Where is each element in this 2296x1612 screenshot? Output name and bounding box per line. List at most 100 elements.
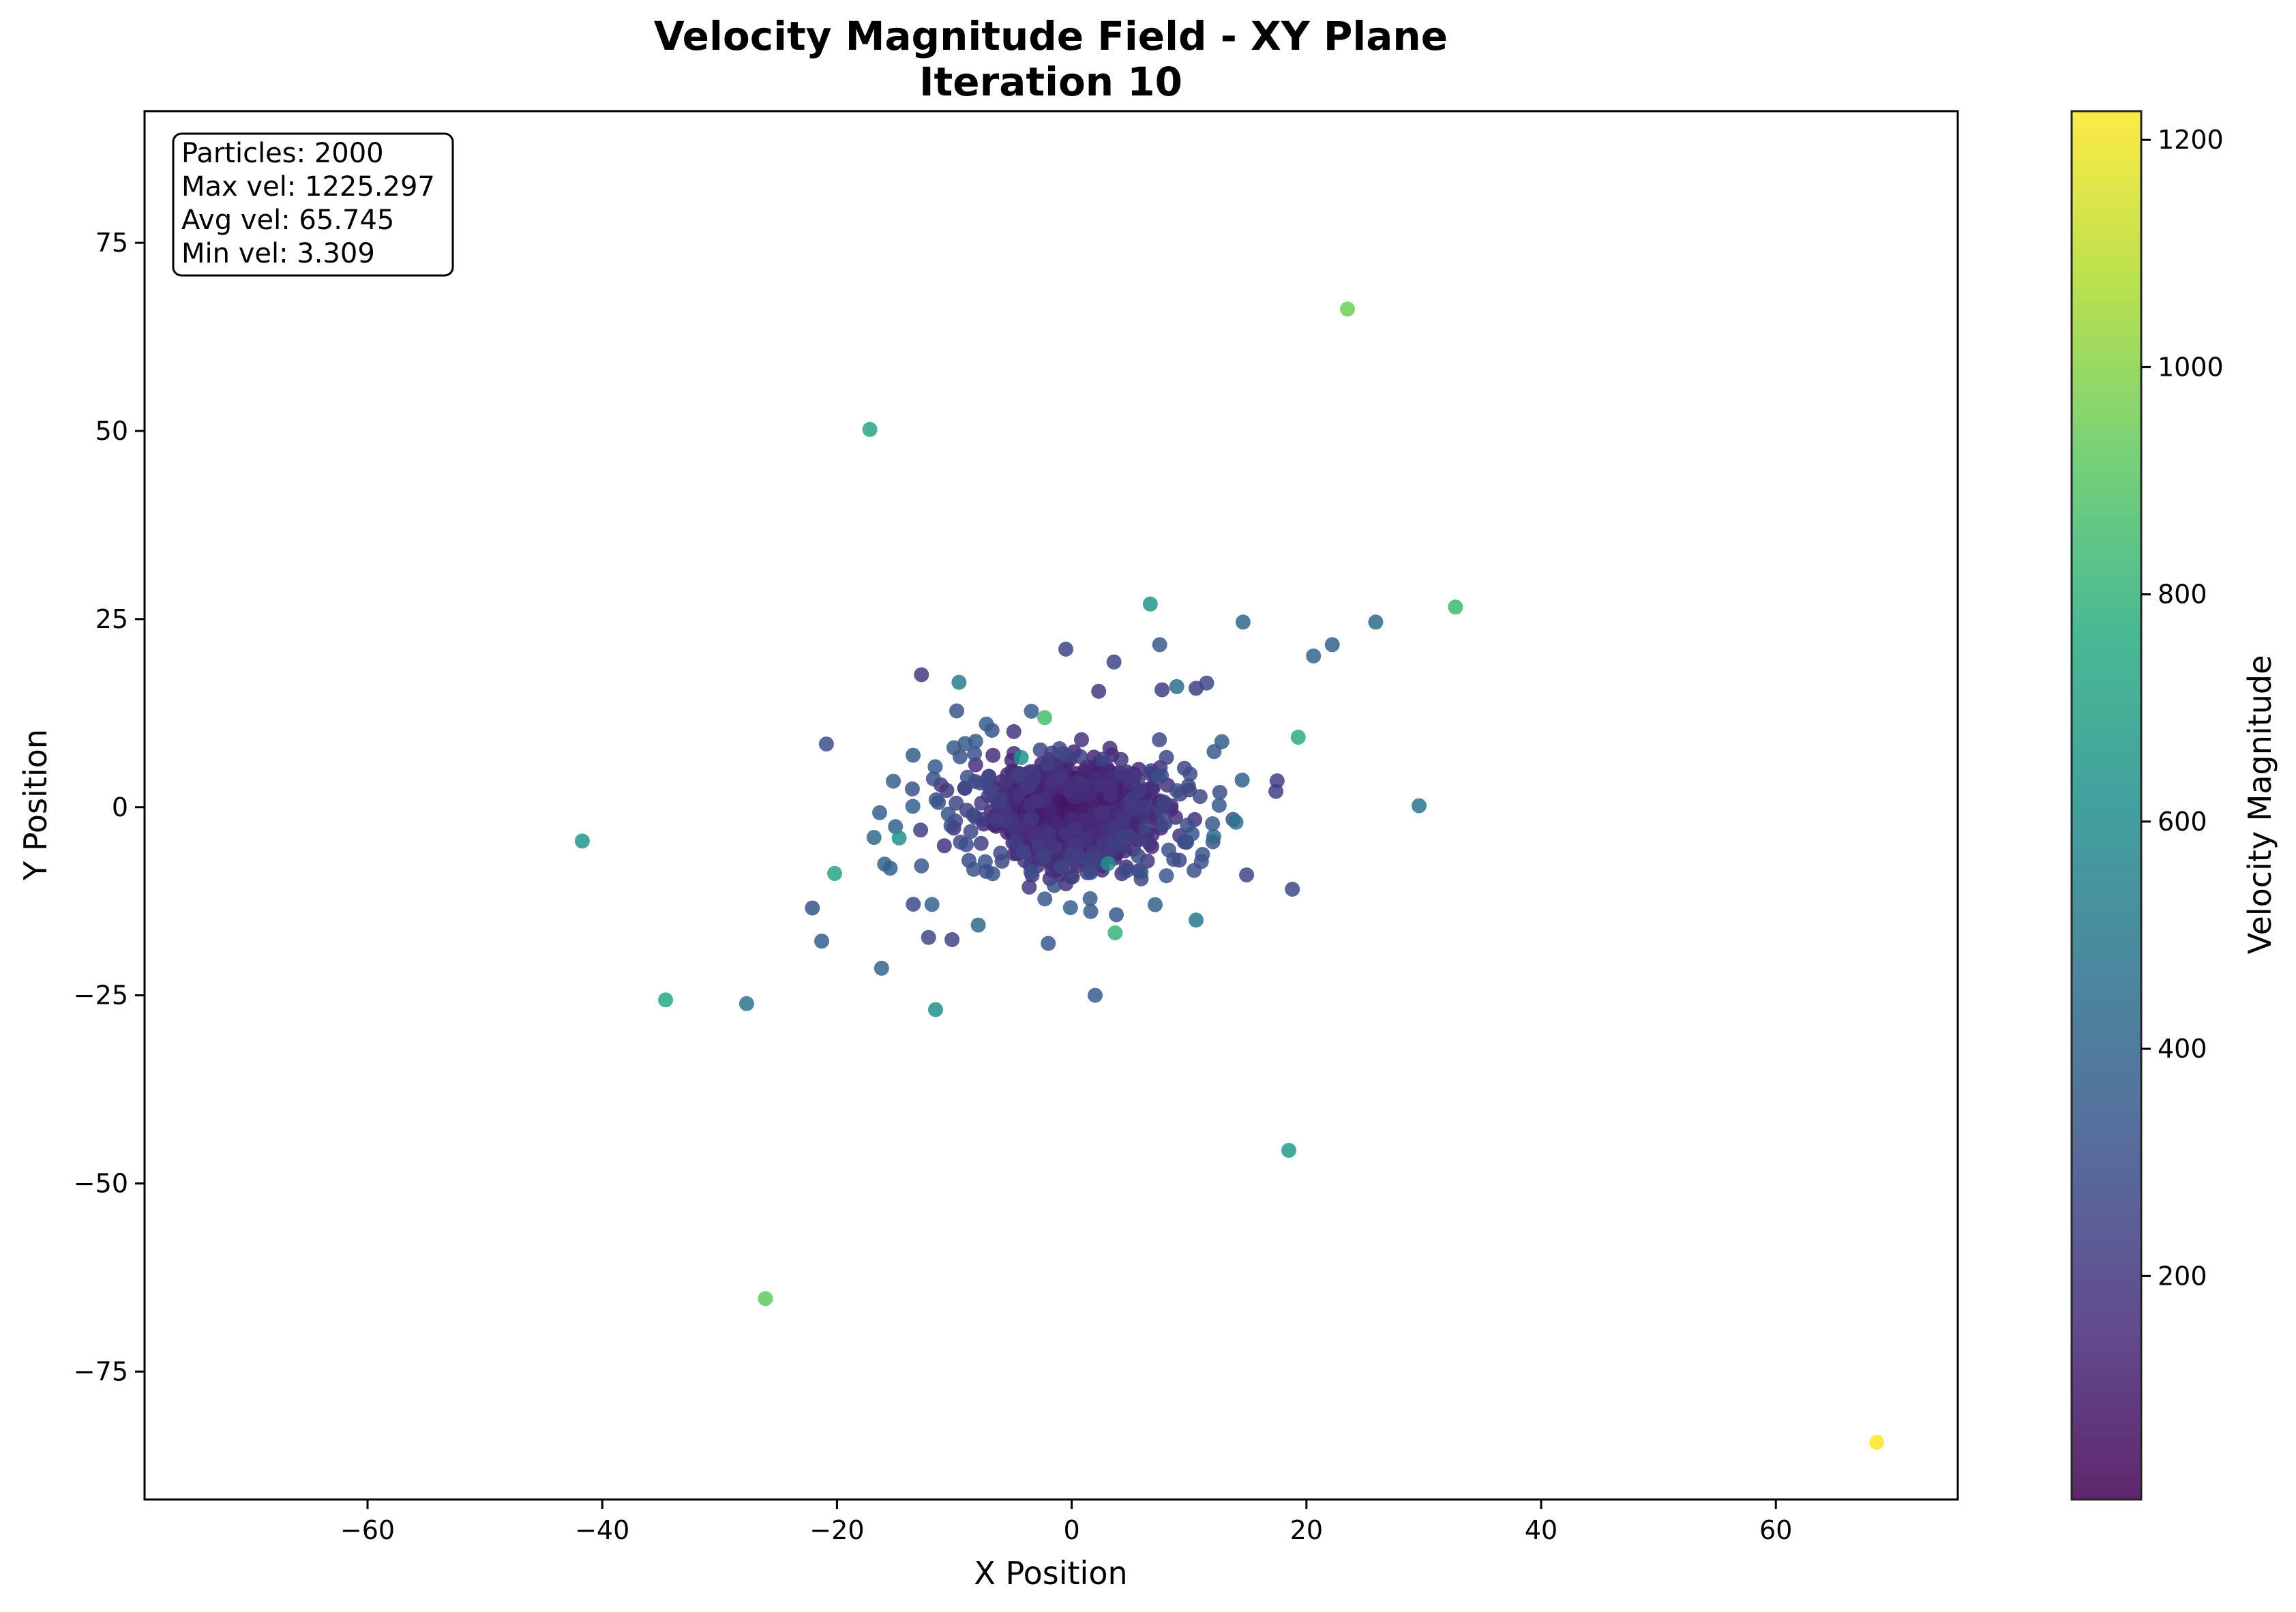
data-point (999, 774, 1015, 790)
y-tick-label: 75 (95, 228, 128, 258)
colorbar-label: Velocity Magnitude (2241, 655, 2278, 955)
data-point (924, 897, 940, 912)
data-point (1026, 764, 1041, 779)
x-tick-label: −20 (809, 1515, 864, 1545)
data-point (1157, 815, 1173, 831)
data-point (1037, 891, 1053, 907)
data-point (1095, 777, 1111, 793)
data-point (1037, 710, 1052, 726)
y-axis-label: Y Position (17, 729, 54, 881)
data-point (936, 838, 952, 854)
data-point (1133, 864, 1149, 880)
data-point (1133, 832, 1148, 847)
x-tick-label: −60 (340, 1515, 395, 1545)
data-point (1062, 900, 1078, 916)
y-tick-label: 50 (95, 416, 128, 446)
data-point (1205, 816, 1221, 831)
colorbar-tick-label: 200 (2158, 1261, 2207, 1291)
data-point (1073, 749, 1088, 764)
data-point (574, 833, 590, 849)
data-point (983, 783, 999, 798)
data-point (966, 861, 981, 877)
data-point (886, 773, 901, 789)
data-point (1118, 863, 1134, 879)
x-tick-label: 60 (1759, 1515, 1792, 1545)
data-point (1114, 766, 1129, 781)
data-point (1083, 904, 1099, 919)
data-point (1142, 596, 1158, 612)
data-point (946, 740, 961, 756)
data-point (1239, 867, 1255, 883)
y-axis: −75 −50 −25 0 25 50 75 (74, 228, 145, 1386)
stats-min-vel: Min vel: 3.309 (181, 238, 375, 269)
data-point (1052, 768, 1067, 784)
data-point (1074, 732, 1089, 747)
data-point (1083, 865, 1099, 880)
data-point (906, 897, 921, 912)
data-point (1064, 869, 1080, 884)
data-point (1058, 642, 1073, 657)
data-point (1184, 826, 1200, 841)
data-point (970, 917, 986, 933)
chart-title: Velocity Magnitude Field - XY Plane (654, 13, 1448, 59)
data-point (1235, 614, 1251, 630)
data-point (963, 824, 979, 839)
data-point (985, 747, 1001, 763)
data-point (1306, 648, 1322, 663)
data-point (1157, 794, 1172, 810)
x-tick-label: 20 (1290, 1515, 1323, 1545)
data-point (758, 1291, 773, 1307)
data-point (925, 771, 941, 787)
data-point (739, 996, 754, 1011)
data-point (1088, 987, 1103, 1003)
stats-particles: Particles: 2000 (181, 138, 384, 169)
plot-frame (143, 110, 1959, 1501)
x-tick-label: 0 (1064, 1515, 1080, 1545)
data-point (972, 775, 988, 791)
data-point (906, 747, 921, 763)
data-point (1206, 829, 1221, 844)
data-point (1214, 734, 1229, 749)
data-point (939, 783, 955, 798)
data-point (1041, 936, 1056, 951)
data-point (658, 992, 674, 1008)
data-point (1152, 637, 1167, 653)
data-point (1109, 907, 1124, 923)
data-point (1115, 811, 1131, 827)
data-point (862, 421, 878, 437)
colorbar-tick-label: 600 (2158, 807, 2207, 837)
data-point (1022, 880, 1037, 895)
data-point (905, 798, 921, 814)
data-point (1024, 704, 1039, 719)
data-point (959, 837, 974, 852)
data-point (973, 835, 989, 851)
x-axis-label: X Position (974, 1555, 1127, 1592)
data-point (1124, 792, 1140, 807)
data-point (1047, 878, 1062, 893)
data-point (1281, 1143, 1296, 1158)
data-point (888, 819, 904, 835)
data-point (1448, 599, 1463, 615)
data-point (1212, 785, 1227, 800)
data-point (1182, 766, 1198, 781)
data-point (940, 806, 956, 822)
data-point (1037, 849, 1052, 865)
data-point (1052, 741, 1067, 756)
data-point (1159, 868, 1174, 884)
data-point (989, 812, 1004, 828)
data-point (921, 929, 936, 945)
data-point (1041, 826, 1056, 841)
data-point (1011, 766, 1027, 782)
data-point (1131, 848, 1146, 864)
colorbar-tick-label: 800 (2158, 580, 2207, 610)
data-point (818, 736, 834, 752)
data-point (931, 794, 946, 810)
data-point (1068, 820, 1084, 836)
y-tick-label: −25 (74, 981, 128, 1011)
data-point (949, 795, 964, 811)
data-point (827, 865, 842, 881)
data-point (985, 866, 1000, 882)
data-point (966, 807, 981, 823)
x-tick-label: −40 (575, 1515, 629, 1545)
data-point (1324, 637, 1340, 653)
